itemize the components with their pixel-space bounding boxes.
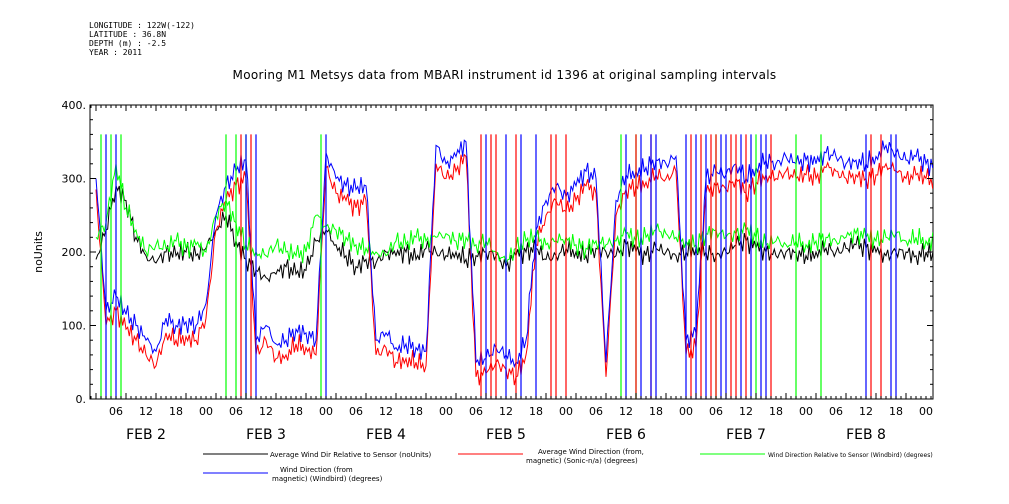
x-day-label: FEB 4 xyxy=(366,427,406,443)
x-tick-label: 12 xyxy=(499,405,513,418)
x-day-label: FEB 8 xyxy=(846,427,886,443)
longitude-text: LONGITUDE : 122W(-122) xyxy=(89,21,195,30)
x-tick-label: 06 xyxy=(109,405,123,418)
metadata-block: LONGITUDE : 122W(-122) LATITUDE : 36.8N … xyxy=(89,21,195,57)
x-tick-label: 12 xyxy=(619,405,633,418)
x-tick-label: 06 xyxy=(469,405,483,418)
x-day-label: FEB 6 xyxy=(606,427,646,443)
x-tick-label: 18 xyxy=(409,405,423,418)
x-tick-label: 12 xyxy=(739,405,753,418)
x-tick-label: 00 xyxy=(679,405,693,418)
y-tick-label: 0. xyxy=(76,393,87,406)
x-tick-label: 06 xyxy=(349,405,363,418)
year-text: YEAR : 2011 xyxy=(89,48,142,57)
series-layer xyxy=(95,134,933,399)
chart-title: Mooring M1 Metsys data from MBARI instru… xyxy=(232,68,777,82)
x-tick-label: 00 xyxy=(199,405,213,418)
x-tick-label: 18 xyxy=(649,405,663,418)
x-tick-label: 06 xyxy=(589,405,603,418)
x-tick-label: 06 xyxy=(829,405,843,418)
x-tick-label: 18 xyxy=(169,405,183,418)
depth-text: DEPTH (m) : -2.5 xyxy=(89,39,167,48)
legend-label-red-line2: magnetic) (Sonic-n/a) (degrees) xyxy=(526,457,638,465)
x-tick-label: 18 xyxy=(529,405,543,418)
x-day-label: FEB 2 xyxy=(126,427,166,443)
x-day-label: FEB 7 xyxy=(726,427,766,443)
x-tick-label: 18 xyxy=(769,405,783,418)
x-tick-label: 12 xyxy=(379,405,393,418)
x-tick-label: 12 xyxy=(859,405,873,418)
x-tick-label: 18 xyxy=(289,405,303,418)
x-day-label: FEB 3 xyxy=(246,427,286,443)
legend-label-red-line1: Average Wind Direction (from, xyxy=(538,448,644,456)
latitude-text: LATITUDE : 36.8N xyxy=(89,30,167,39)
axes-layer: 0. 100. 200. 300. 400. 06 12 18 00 06 12 18 00 06 12 18… xyxy=(62,99,933,443)
x-tick-label: 12 xyxy=(139,405,153,418)
x-tick-label: 00 xyxy=(559,405,573,418)
y-tick-label: 100. xyxy=(62,320,87,333)
x-tick-label: 18 xyxy=(889,405,903,418)
y-tick-label: 300. xyxy=(62,173,87,186)
y-tick-label: 400. xyxy=(62,99,87,112)
y-tick-label: 200. xyxy=(62,246,87,259)
x-tick-label: 06 xyxy=(229,405,243,418)
x-tick-label: 00 xyxy=(919,405,933,418)
x-tick-label: 06 xyxy=(709,405,723,418)
legend: Average Wind Dir Relative to Sensor (noU… xyxy=(203,448,933,483)
y-axis-label: noUnits xyxy=(32,231,45,273)
x-tick-label: 00 xyxy=(439,405,453,418)
x-tick-label: 12 xyxy=(259,405,273,418)
legend-label-blue-line1: Wind Direction (from xyxy=(280,466,353,474)
legend-label-black: Average Wind Dir Relative to Sensor (noU… xyxy=(270,451,431,459)
legend-label-blue-line2: magnetic) (Windbird) (degrees) xyxy=(272,475,383,483)
x-day-label: FEB 5 xyxy=(486,427,526,443)
legend-label-green: Wind Direction Relative to Sensor (Windb… xyxy=(768,452,933,459)
x-tick-label: 00 xyxy=(319,405,333,418)
x-tick-label: 00 xyxy=(799,405,813,418)
